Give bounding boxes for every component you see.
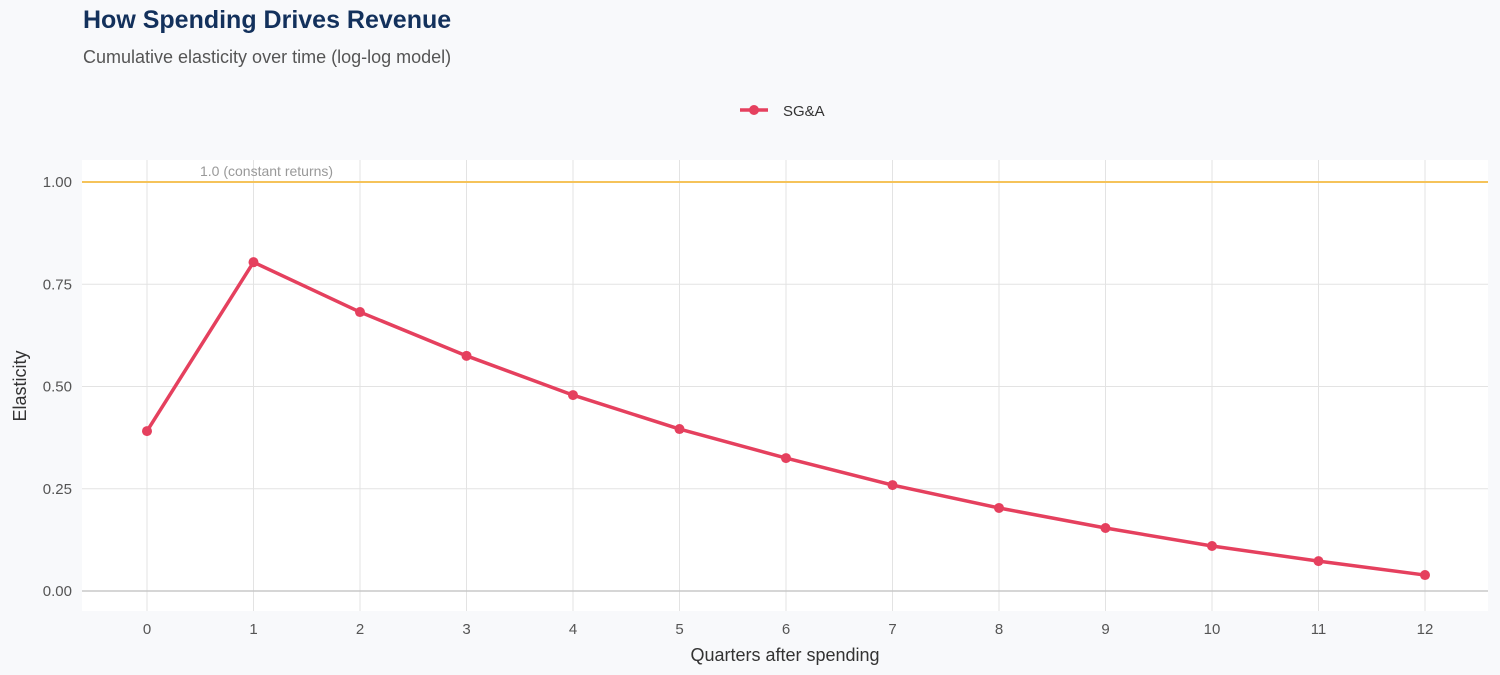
x-tick-label: 6 [782,621,790,638]
x-tick-label: 5 [675,621,683,638]
data-point [781,453,791,464]
y-tick-label: 0.50 [43,379,72,396]
x-tick-label: 11 [1311,621,1327,638]
x-tick-label: 2 [356,621,364,638]
x-tick-label: 10 [1204,621,1221,638]
x-tick-label: 9 [1101,621,1109,638]
x-axis-label: Quarters after spending [690,645,879,665]
x-tick-label: 0 [143,621,151,638]
data-point [461,350,472,361]
data-point [355,307,365,318]
y-tick-label: 0.25 [43,481,72,498]
data-point [887,480,898,491]
data-point [1420,570,1430,581]
data-point [674,424,685,435]
plot-panel [82,160,1488,611]
x-tick-label: 7 [888,621,896,638]
data-point [994,502,1004,513]
chart-subtitle: Cumulative elasticity over time (log-log… [83,47,452,67]
x-tick-label: 1 [249,621,257,638]
data-point [248,257,259,268]
y-axis-label: Elasticity [10,350,30,421]
x-tick-label: 12 [1417,621,1434,638]
data-point [568,390,578,401]
x-tick-label: 4 [569,621,577,638]
legend-label: SG&A [783,103,825,120]
x-tick-label: 8 [995,621,1003,638]
y-tick-label: 1.00 [43,174,72,191]
x-tick-label: 3 [462,621,470,638]
data-point [1100,523,1111,534]
y-tick-label: 0.75 [43,276,72,293]
data-point [142,426,152,437]
chart-title: How Spending Drives Revenue [83,6,452,34]
reference-line-label: 1.0 (constant returns) [200,163,333,179]
y-tick-label: 0.00 [43,583,72,600]
data-point [1207,541,1217,552]
legend-point-swatch [749,105,759,115]
data-point [1313,556,1324,567]
